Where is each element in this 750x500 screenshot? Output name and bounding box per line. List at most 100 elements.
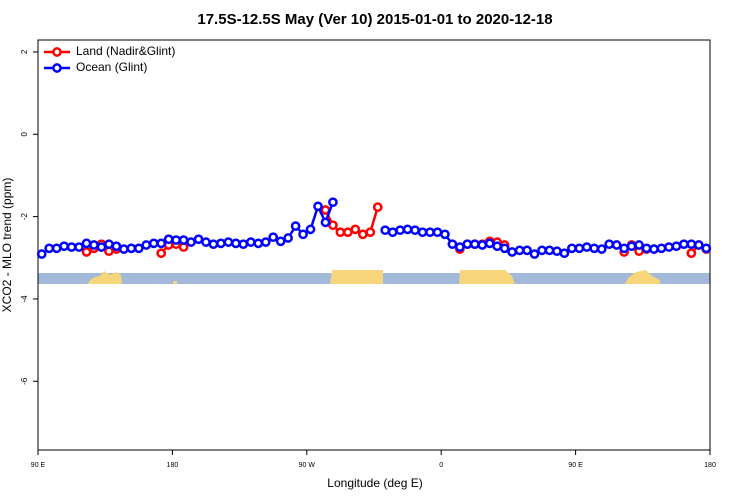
data-point: [171, 235, 181, 245]
data-point: [365, 227, 376, 238]
data-point: [193, 234, 204, 245]
data-point: [81, 247, 92, 257]
x-tick-label: 0: [439, 462, 443, 469]
data-point: [268, 232, 279, 243]
data-point: [178, 235, 189, 245]
y-tick-label: 2: [20, 49, 29, 54]
land-patch: [625, 270, 660, 284]
data-point: [701, 243, 712, 254]
data-point: [231, 238, 241, 249]
data-point: [455, 242, 465, 252]
legend-marker: [52, 47, 62, 57]
land-patch: [459, 270, 515, 284]
data-point: [552, 246, 562, 257]
x-tick-label: 90 E: [31, 462, 46, 469]
data-point: [36, 249, 47, 259]
data-point: [133, 243, 144, 254]
land-patch: [330, 270, 383, 284]
data-point: [260, 237, 271, 247]
plot-frame: [37, 39, 711, 451]
data-point: [522, 245, 532, 256]
data-point: [81, 238, 92, 249]
data-point: [641, 243, 652, 254]
y-tick-label: -4: [20, 295, 29, 303]
data-point: [238, 239, 249, 250]
data-point: [156, 248, 167, 259]
data-point: [298, 229, 308, 240]
data-point: [626, 241, 637, 252]
y-axis-label: XCO2 - MLO trend (ppm): [0, 178, 14, 313]
data-point: [469, 239, 480, 250]
data-point: [634, 240, 644, 250]
data-point: [432, 227, 443, 238]
data-point: [335, 227, 346, 238]
data-point: [290, 221, 301, 231]
data-point: [253, 238, 264, 249]
data-point: [671, 241, 682, 252]
data-point: [649, 244, 659, 254]
data-point: [126, 243, 137, 254]
land-patch: [88, 271, 122, 284]
data-point: [245, 237, 256, 247]
data-point: [581, 242, 592, 252]
data-point: [372, 202, 383, 212]
data-point: [186, 237, 196, 247]
data-point: [66, 242, 77, 252]
y-tick-label: -2: [20, 212, 29, 220]
legend-marker: [52, 63, 62, 73]
data-point: [619, 243, 629, 254]
data-point: [402, 224, 413, 235]
data-point: [104, 239, 114, 250]
data-point: [574, 243, 585, 254]
data-point: [693, 240, 704, 250]
data-point: [507, 247, 517, 257]
data-point: [499, 243, 510, 254]
data-point: [656, 243, 667, 254]
data-point: [611, 240, 622, 250]
data-point: [320, 217, 331, 228]
data-point: [529, 249, 540, 259]
data-point: [544, 245, 555, 256]
data-point: [163, 234, 174, 245]
data-point: [156, 238, 167, 249]
data-point: [350, 224, 361, 235]
data-point: [51, 243, 62, 254]
data-point: [328, 197, 338, 208]
x-axis-label: Longitude (deg E): [327, 476, 422, 490]
data-point: [119, 244, 129, 254]
data-point: [679, 239, 689, 250]
y-tick-label: 0: [20, 131, 29, 136]
data-point: [387, 227, 398, 238]
legend-label: Land (Nadir&Glint): [76, 44, 175, 58]
data-point: [410, 225, 420, 236]
data-point: [492, 241, 503, 252]
data-point: [664, 242, 674, 252]
legend-label: Ocean (Glint): [76, 60, 147, 74]
data-point: [148, 238, 159, 249]
land-patch: [173, 281, 177, 284]
data-point: [141, 240, 152, 250]
data-point: [395, 225, 405, 236]
data-point: [596, 244, 607, 254]
data-point: [59, 241, 69, 252]
data-point: [305, 224, 316, 235]
data-point: [484, 238, 495, 249]
data-point: [74, 242, 84, 252]
data-point: [447, 239, 458, 250]
data-point: [44, 243, 55, 254]
data-point: [380, 225, 391, 236]
x-tick-label: 180: [704, 462, 716, 469]
data-point: [686, 239, 697, 250]
data-point: [89, 240, 99, 250]
data-point: [567, 243, 577, 254]
data-point: [686, 248, 697, 259]
data-point: [604, 239, 615, 250]
x-tick-label: 90 W: [299, 462, 316, 469]
x-tick-label: 180: [167, 462, 179, 469]
data-point: [514, 245, 525, 256]
data-point: [96, 242, 107, 252]
data-point: [201, 237, 211, 247]
data-point: [357, 229, 368, 240]
data-point: [223, 237, 234, 247]
data-point: [313, 201, 323, 212]
